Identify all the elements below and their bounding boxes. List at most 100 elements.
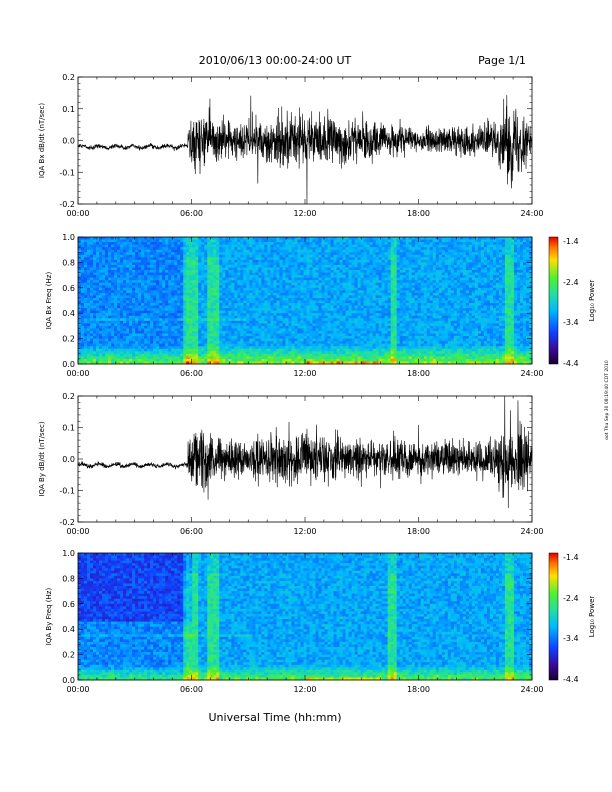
bx-spectrogram-cell (120, 239, 124, 243)
bx-spectrogram-cell (201, 315, 205, 319)
bx-spectrogram-cell (306, 323, 310, 327)
bx-spectrogram-cell (276, 267, 280, 271)
bx-spectrogram-cell (297, 343, 301, 347)
bx-spectrogram-cell (180, 351, 184, 355)
bx-spectrogram-cell (243, 254, 247, 258)
bx-spectrogram-cell (150, 330, 154, 334)
bx-spectrogram-cell (339, 313, 343, 317)
bx-spectrogram-cell (168, 353, 172, 357)
bx-spectrogram-cell (168, 287, 172, 291)
bx-spectrogram-cell (177, 285, 181, 289)
bx-spectrogram-cell (255, 356, 259, 360)
bx-spectrogram-cell (300, 318, 304, 322)
bx-spectrogram-cell (204, 353, 208, 357)
bx-spectrogram-cell (261, 252, 265, 256)
bx-spectrogram-cell (168, 338, 172, 342)
bx-spectrogram-cell (135, 254, 139, 258)
bx-spectrogram-cell (273, 275, 277, 279)
bx-spectrogram-cell (240, 320, 244, 324)
bx-spectrogram-cell (297, 290, 301, 294)
bx-spectrogram-cell (321, 330, 325, 334)
bx-spectrogram-cell (300, 305, 304, 309)
bx-spectrogram-cell (225, 239, 229, 243)
bx-spectrogram-cell (282, 356, 286, 360)
bx-spectrogram-cell (360, 280, 365, 284)
bx-spectrogram-cell (327, 313, 331, 317)
bx-spectrogram-cell (96, 275, 100, 279)
bx-spectrogram-cell (366, 333, 371, 337)
bx-spectrogram-cell (162, 257, 166, 261)
bx-spectrogram-cell (153, 257, 157, 261)
bx-spectrogram-cell (216, 267, 220, 271)
bx-spectrogram-cell (87, 275, 91, 279)
bx-spectrogram-cell (357, 254, 362, 258)
bx-spectrogram-cell (135, 264, 139, 268)
bx-spectrogram-cell (210, 315, 214, 319)
bx-spectrogram-cell (177, 320, 181, 324)
bx-spectrogram-cell (150, 239, 154, 243)
bx-spectrogram-cell (90, 333, 94, 337)
bx-spectrogram-cell (111, 237, 115, 240)
bx-spectrogram-cell (258, 292, 262, 296)
bx-spectrogram-cell (300, 297, 304, 301)
bx-spectrogram-cell (261, 320, 265, 324)
bx-spectrogram-cell (246, 318, 250, 322)
bx-spectrogram-cell (120, 259, 124, 263)
bx-spectrogram-cell (267, 277, 271, 281)
bx-spectrogram-cell (210, 361, 214, 365)
bx-spectrogram-cell (270, 310, 274, 314)
bx-spectrogram-cell (153, 264, 157, 268)
bx-spectrogram-cell (270, 252, 274, 256)
bx-spectrogram-cell (321, 275, 325, 279)
bx-spectrogram-cell (171, 315, 175, 319)
bx-spectrogram-cell (273, 346, 277, 350)
bx-spectrogram-cell (345, 343, 349, 347)
bx-spectrogram-cell (324, 292, 328, 296)
bx-spectrogram-cell (285, 308, 289, 312)
bx-spectrogram-cell (207, 282, 211, 286)
bx-spectrogram-cell (96, 338, 100, 342)
bx-spectrogram-cell (246, 295, 250, 299)
bx-spectrogram-cell (111, 346, 115, 350)
bx-spectrogram-cell (168, 267, 172, 271)
bx-spectrogram-cell (132, 336, 136, 339)
bx-spectrogram-cell (294, 254, 298, 258)
bx-spectrogram-cell (213, 305, 217, 309)
bx-spectrogram-cell (285, 328, 289, 332)
bx-spectrogram-cell (141, 308, 145, 312)
bx-spectrogram-cell (219, 277, 223, 281)
bx-spectrogram-cell (273, 249, 277, 253)
bx-spectrogram-cell (345, 275, 349, 279)
bx-spectrogram-cell (159, 290, 163, 294)
bx-spectrogram-cell (171, 267, 175, 271)
bx-spectrogram-cell (249, 242, 253, 246)
bx-spectrogram-cell (309, 295, 313, 299)
bx-spectrogram-cell (222, 325, 226, 329)
bx-spectrogram-cell (168, 325, 172, 329)
bx-spectrogram-cell (303, 320, 307, 324)
bx-spectrogram-cell (123, 270, 127, 273)
bx-spectrogram-cell (216, 315, 220, 319)
bx-spectrogram-cell (303, 249, 307, 253)
bx-spectrogram-cell (270, 275, 274, 279)
bx-spectrogram-cell (120, 262, 124, 266)
bx-spectrogram-cell (243, 237, 247, 240)
bx-spectrogram-cell (243, 272, 247, 276)
bx-spectrogram-cell (201, 358, 205, 362)
bx-spectrogram-cell (348, 328, 353, 332)
bx-spectrogram-cell (210, 247, 214, 251)
bx-spectrogram-cell (108, 338, 112, 342)
bx-spectrogram-cell (216, 257, 220, 261)
bx-spectrogram-cell (309, 285, 313, 289)
bx-spectrogram-cell (240, 257, 244, 261)
bx-spectrogram-cell (132, 285, 136, 289)
bx-spectrogram-cell (321, 351, 325, 355)
bx-spectrogram-cell (186, 336, 190, 339)
bx-spectrogram-cell (306, 249, 310, 253)
bx-spectrogram-cell (309, 315, 313, 319)
bx-spectrogram-cell (96, 270, 100, 273)
bx-spectrogram-cell (300, 356, 304, 360)
bx-spectrogram-cell (300, 310, 304, 314)
bx-spectrogram-cell (84, 295, 88, 299)
bx-spectrogram-cell (195, 308, 199, 312)
